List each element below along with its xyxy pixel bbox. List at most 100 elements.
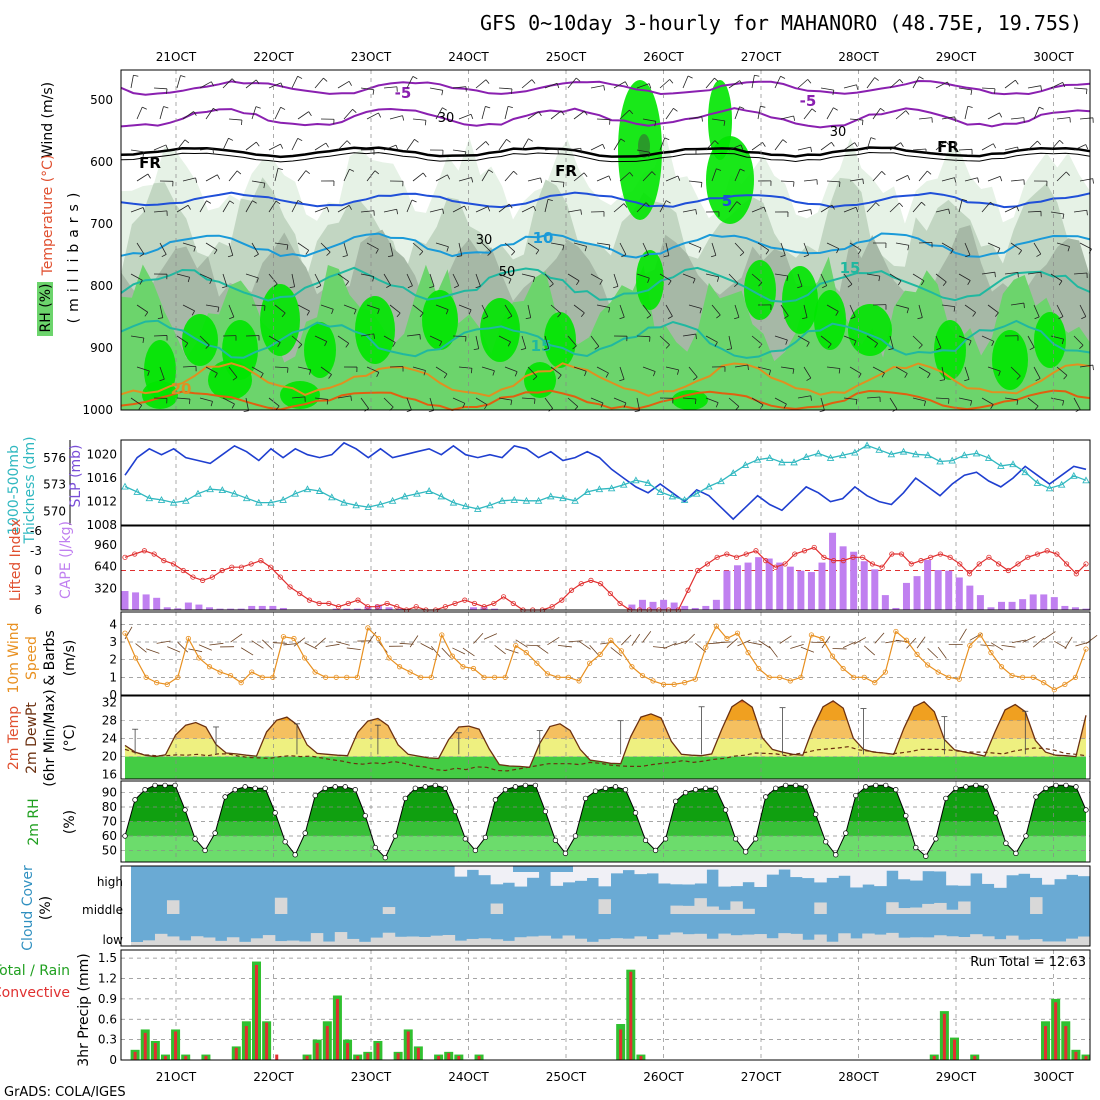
wind-barb — [728, 397, 740, 407]
wind-barb-flag — [487, 206, 491, 212]
rh-marker — [702, 785, 709, 791]
wind-barb — [912, 148, 926, 151]
slp-tick: 1016 — [86, 471, 117, 485]
lifted-index-marker — [500, 594, 507, 600]
wind-barb-flag — [964, 378, 970, 382]
wind-speed-marker — [354, 674, 360, 680]
wind-speed-marker — [1062, 681, 1068, 688]
cape-bar — [976, 595, 984, 610]
wind-barb-flag — [994, 272, 996, 278]
wind-barb-flag — [740, 144, 744, 150]
thickness-marker — [1070, 471, 1078, 479]
wind-barb — [337, 395, 351, 399]
wind-barb-flag — [693, 376, 698, 381]
lifted-index-marker — [345, 600, 351, 607]
wind-barb-flag — [414, 139, 419, 143]
wind-barb-flag — [897, 280, 902, 286]
lifted-index-marker — [190, 574, 196, 580]
lifted-index-marker — [695, 567, 701, 574]
wind-barb-flag — [1059, 139, 1064, 144]
lifted-index-marker — [1005, 567, 1011, 574]
precip-conv-bar — [1074, 1051, 1078, 1060]
rh-moist-cell — [355, 296, 395, 364]
rh-marker — [182, 807, 188, 813]
rh-marker — [222, 794, 228, 800]
wind-barb-flag — [342, 255, 348, 258]
lifted-index-marker — [238, 564, 245, 570]
surface-wind-barb — [1054, 640, 1067, 649]
wind-barb-flag — [475, 285, 481, 289]
wind-barb — [130, 335, 144, 339]
cloud-mid — [490, 903, 504, 914]
wind-barb — [527, 366, 538, 377]
wind-speed-marker — [798, 674, 804, 680]
wind-barb-flag — [833, 107, 838, 111]
cloud-high — [802, 866, 815, 879]
panel-frame — [120, 439, 1091, 526]
rh-marker — [612, 784, 619, 790]
bottom-date-label: 30OCT — [1033, 1070, 1074, 1084]
cloud-low — [526, 936, 540, 946]
thickness-marker — [169, 498, 178, 506]
wind-barb-flag — [378, 112, 382, 118]
wind-barb-flag — [142, 151, 145, 157]
lifted-index-marker — [733, 554, 740, 560]
wind-speed-marker — [175, 674, 181, 680]
rh-marker — [913, 844, 919, 851]
wind-barb — [383, 144, 397, 151]
wind-barb — [757, 106, 761, 120]
wind-barb-flag — [624, 81, 629, 87]
bottom-date-label: 28OCT — [838, 1070, 879, 1084]
wind-barb — [406, 397, 412, 411]
thickness-marker — [206, 485, 214, 493]
surface-wind-barb — [779, 635, 792, 644]
panel-frame — [120, 780, 1091, 863]
wind-barb — [941, 304, 955, 308]
wind-barb-flag — [345, 343, 350, 348]
bottom-date-label: 27OCT — [741, 1070, 782, 1084]
wind-speed-marker — [861, 674, 867, 680]
wind-barb — [452, 273, 460, 286]
wind-barb-flag — [377, 308, 380, 314]
wind-barb-flag — [214, 373, 218, 378]
wind-barb-flag — [875, 202, 880, 207]
cape-bar — [332, 608, 340, 610]
wind-barb-flag — [950, 249, 954, 254]
wind-barb — [958, 199, 963, 213]
precip-conv-bar — [942, 1013, 946, 1060]
wind-barb-flag — [669, 79, 674, 84]
wind-barb-flag — [375, 248, 379, 254]
wind-barb — [176, 139, 186, 151]
wind-barb — [958, 273, 971, 281]
thickness-marker — [1045, 484, 1054, 492]
lifted-index-marker — [1073, 571, 1079, 577]
cape-bar — [881, 595, 889, 610]
wind-barb-flag — [396, 209, 399, 215]
wind-barb — [222, 138, 229, 151]
wind-speed-marker — [988, 650, 994, 656]
thickness-marker — [449, 498, 458, 506]
surface-wind-barb — [747, 641, 762, 646]
cloud-low — [862, 933, 875, 946]
lifted-index-marker — [394, 604, 400, 610]
wind-barb — [659, 335, 670, 346]
rh-marker — [793, 782, 799, 788]
thickness-marker — [607, 484, 616, 492]
surface-wind-barb — [420, 643, 434, 651]
cloud-mid — [814, 902, 827, 914]
wind-barb — [843, 142, 855, 151]
lifted-index-marker — [685, 587, 691, 593]
wind-barb-flag — [562, 245, 565, 251]
lifted-index-marker — [297, 590, 303, 597]
cloud-mid — [886, 902, 899, 914]
wind-barb — [895, 175, 908, 182]
lifted-index-marker — [908, 561, 914, 567]
cloud-high — [886, 866, 899, 871]
wind-barb — [136, 366, 150, 372]
thickness-marker — [692, 489, 701, 497]
wind-barb-flag — [492, 370, 495, 376]
cape-bar — [469, 607, 477, 610]
cloud-low — [922, 937, 935, 946]
wind-barb — [544, 335, 550, 349]
cape-bar — [839, 546, 847, 610]
